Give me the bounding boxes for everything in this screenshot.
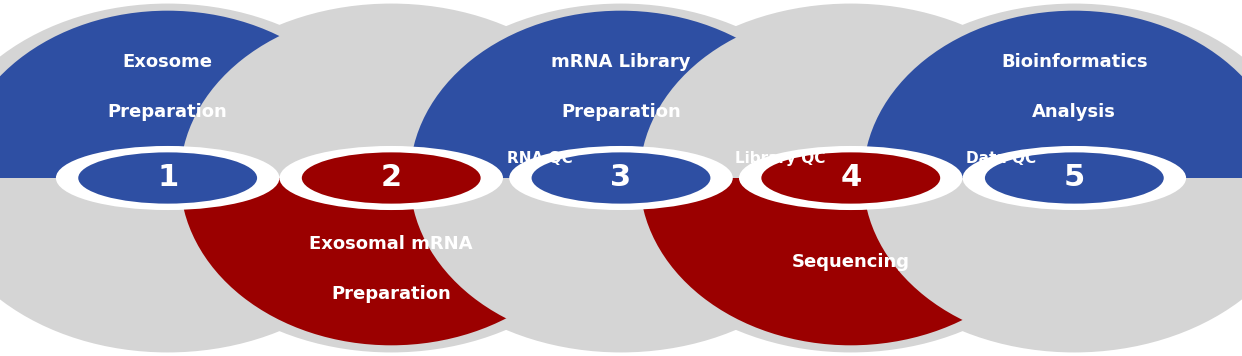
Ellipse shape bbox=[863, 11, 1242, 345]
Circle shape bbox=[985, 152, 1164, 204]
Circle shape bbox=[302, 152, 481, 204]
Ellipse shape bbox=[640, 11, 1062, 345]
Text: Data QC: Data QC bbox=[966, 151, 1036, 166]
Ellipse shape bbox=[0, 11, 379, 345]
Ellipse shape bbox=[0, 4, 401, 352]
Circle shape bbox=[279, 146, 503, 210]
Circle shape bbox=[532, 152, 710, 204]
Ellipse shape bbox=[410, 11, 832, 345]
Text: Exosome

Preparation: Exosome Preparation bbox=[108, 53, 227, 121]
Text: Sequencing: Sequencing bbox=[791, 253, 910, 271]
Ellipse shape bbox=[180, 11, 602, 345]
Circle shape bbox=[963, 146, 1186, 210]
Circle shape bbox=[78, 152, 257, 204]
Text: 1: 1 bbox=[156, 163, 179, 193]
Ellipse shape bbox=[863, 11, 1242, 345]
Ellipse shape bbox=[841, 4, 1242, 352]
Text: 3: 3 bbox=[610, 163, 632, 193]
Text: 2: 2 bbox=[380, 163, 402, 193]
Text: Exosomal mRNA

Preparation: Exosomal mRNA Preparation bbox=[309, 235, 473, 303]
Text: Bioinformatics

Analysis: Bioinformatics Analysis bbox=[1001, 53, 1148, 121]
Ellipse shape bbox=[388, 4, 854, 352]
Circle shape bbox=[739, 146, 963, 210]
Text: Library QC: Library QC bbox=[735, 151, 826, 166]
Circle shape bbox=[56, 146, 279, 210]
Ellipse shape bbox=[410, 11, 832, 345]
Text: RNA QC: RNA QC bbox=[507, 151, 573, 166]
Ellipse shape bbox=[0, 11, 379, 345]
Circle shape bbox=[761, 152, 940, 204]
Text: 5: 5 bbox=[1063, 163, 1086, 193]
Ellipse shape bbox=[180, 11, 602, 345]
Circle shape bbox=[509, 146, 733, 210]
Text: mRNA Library

Preparation: mRNA Library Preparation bbox=[551, 53, 691, 121]
Ellipse shape bbox=[640, 11, 1062, 345]
Ellipse shape bbox=[617, 4, 1084, 352]
Text: 4: 4 bbox=[840, 163, 862, 193]
Ellipse shape bbox=[158, 4, 625, 352]
